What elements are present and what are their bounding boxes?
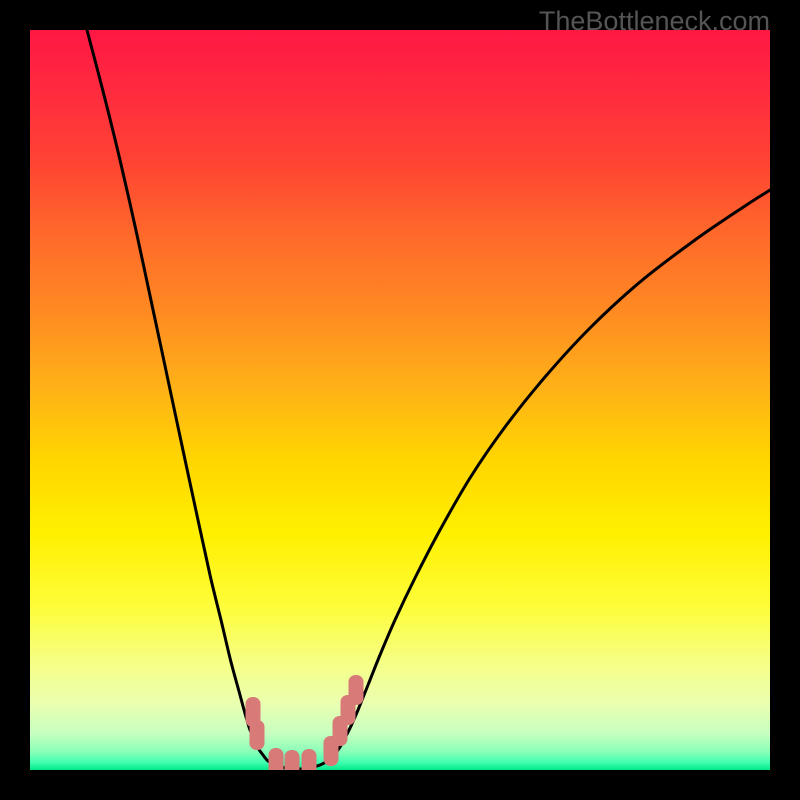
chart-container: TheBottleneck.com	[0, 0, 800, 800]
plot-gradient-background	[30, 30, 770, 770]
watermark-text: TheBottleneck.com	[539, 6, 770, 37]
